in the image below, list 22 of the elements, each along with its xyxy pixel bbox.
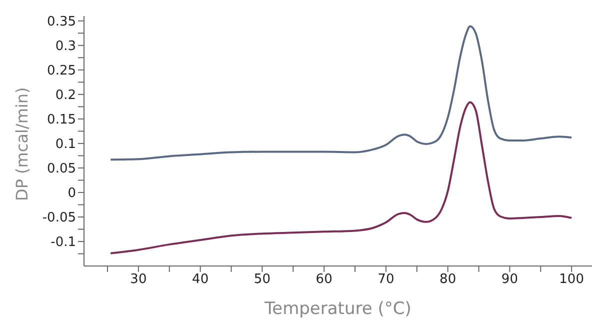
y-tick-label: 0.15 — [47, 112, 76, 128]
line-series — [110, 25, 573, 161]
y-tick-label: -0.05 — [42, 210, 76, 226]
y-tick-label: 0.05 — [47, 162, 76, 177]
y-tick-label: 0.25 — [47, 64, 76, 79]
x-tick-label: 60 — [316, 272, 332, 288]
y-tick-label: 0.3 — [55, 39, 76, 54]
y-axis-title: DP (mcal/min) — [12, 87, 32, 201]
y-tick-label: 0.2 — [55, 88, 76, 104]
x-tick-label: 80 — [440, 272, 456, 288]
x-axis-title: Temperature (°C) — [264, 299, 412, 319]
x-tick-label: 30 — [130, 272, 147, 288]
y-tick-label: -0.1 — [50, 235, 76, 250]
x-tick-label: 70 — [378, 272, 394, 288]
x-tick-label: 90 — [501, 272, 518, 288]
x-tick-label: 100 — [559, 272, 584, 288]
x-tick-label: 40 — [192, 272, 209, 288]
x-tick-label: 50 — [254, 272, 270, 288]
line-series — [110, 101, 573, 254]
y-tick-label: 0.35 — [47, 14, 76, 30]
y-tick-label: 0 — [68, 186, 76, 202]
y-tick-label: 0.1 — [55, 137, 76, 152]
